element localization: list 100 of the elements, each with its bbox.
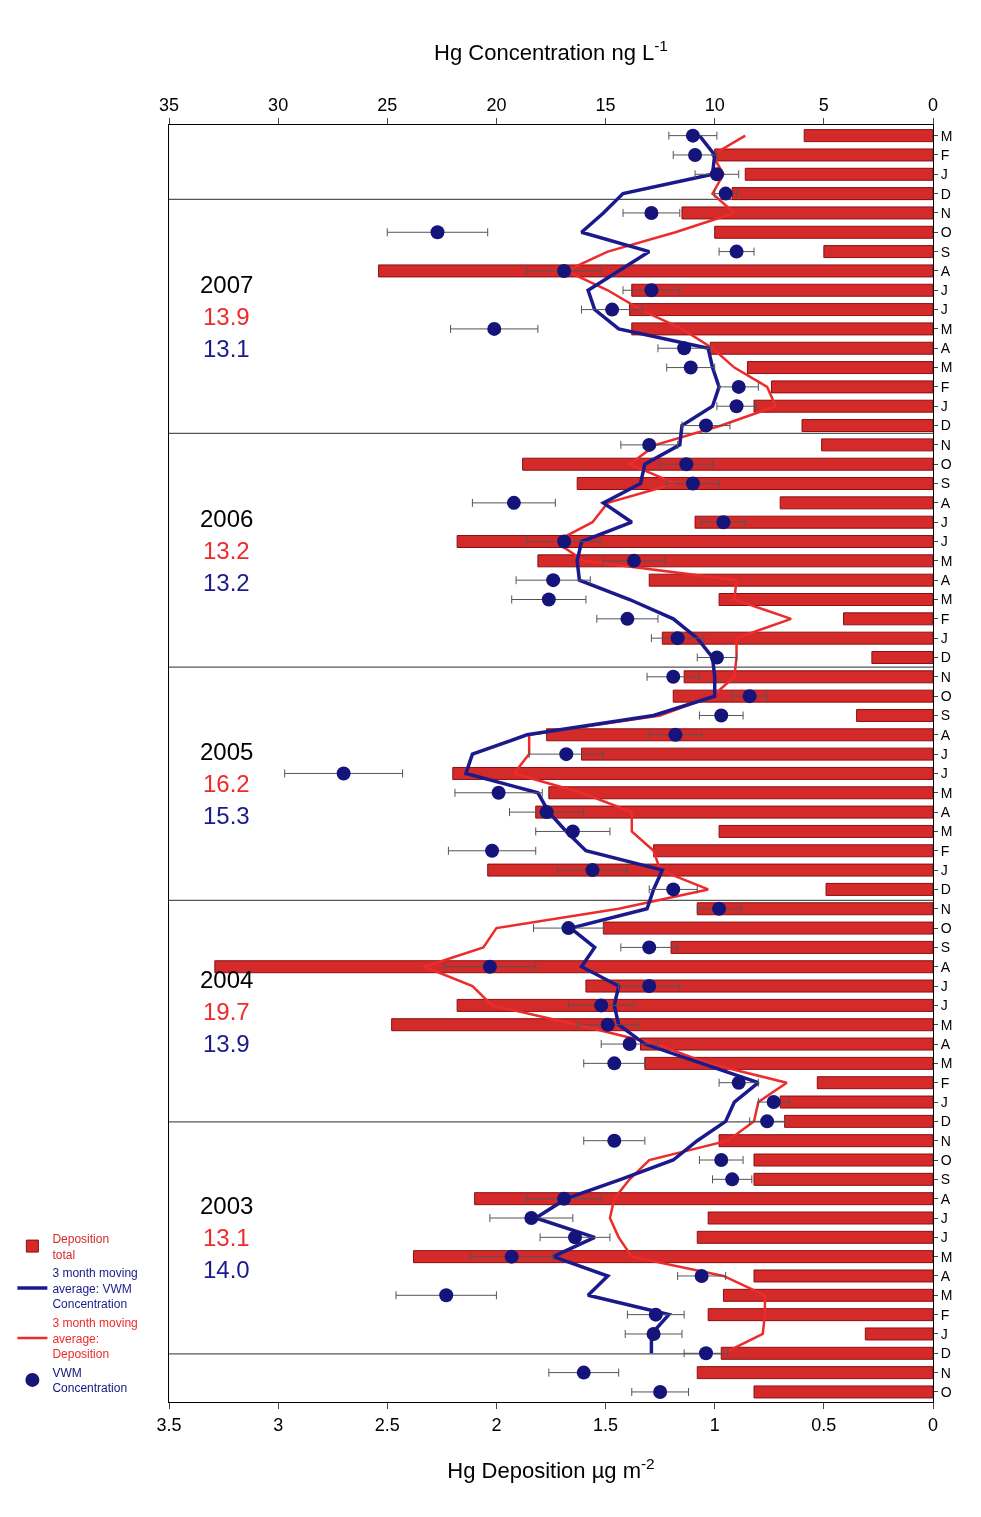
y-tick-label: M xyxy=(940,823,953,840)
y-tick-label: D xyxy=(940,185,951,202)
bar xyxy=(696,902,933,916)
y-tick-label: F xyxy=(940,1306,950,1323)
x2-tick-label: 15 xyxy=(595,94,616,115)
y-tick-label: A xyxy=(940,1190,951,1207)
bar xyxy=(546,728,933,742)
x-tick-label: 3 xyxy=(273,1414,284,1435)
bar xyxy=(412,1250,933,1264)
bar xyxy=(474,1192,933,1206)
bar xyxy=(803,129,933,143)
annotation: 13.1 xyxy=(203,1224,250,1251)
y-tick-label: S xyxy=(940,1171,951,1188)
y-tick-label: M xyxy=(940,1287,953,1304)
y-tick-label: O xyxy=(940,1151,952,1168)
bar xyxy=(548,786,933,800)
bar xyxy=(378,264,933,278)
bar xyxy=(661,631,933,645)
x2-tick-label: 25 xyxy=(377,94,398,115)
legend-label: 3 month moving average: Deposition xyxy=(52,1315,138,1362)
bar xyxy=(391,1018,933,1032)
y-tick-label: F xyxy=(940,146,950,163)
y-tick-label: J xyxy=(940,746,948,763)
bar xyxy=(537,554,933,568)
bar xyxy=(843,612,933,626)
bar xyxy=(722,1288,933,1302)
bar xyxy=(696,1230,933,1244)
bar xyxy=(784,1114,933,1128)
x-tick-label: 0 xyxy=(927,1414,939,1435)
bar xyxy=(718,824,933,838)
bar xyxy=(753,399,933,413)
y-tick-label: F xyxy=(940,610,950,627)
y-tick-label: M xyxy=(940,359,953,376)
bar xyxy=(753,1385,933,1399)
y-tick-label: S xyxy=(940,475,951,492)
y-tick-label: N xyxy=(940,668,951,685)
y-tick-label: M xyxy=(940,127,953,144)
y-tick-label: D xyxy=(940,1113,951,1130)
x2-tick-label: 10 xyxy=(704,94,725,115)
y-tick-label: J xyxy=(940,765,948,782)
bar xyxy=(653,844,933,858)
y-tick-label: J xyxy=(940,514,948,531)
x-tick-label: 0.5 xyxy=(811,1414,837,1435)
annotation: 13.2 xyxy=(203,537,250,564)
bar xyxy=(779,496,933,510)
y-tick-label: A xyxy=(940,262,951,279)
bar xyxy=(576,477,933,491)
y-tick-label: A xyxy=(940,572,951,589)
y-tick-label: N xyxy=(940,1132,951,1149)
y-tick-label: O xyxy=(940,456,952,473)
y-tick-label: M xyxy=(940,320,953,337)
bar xyxy=(456,998,933,1012)
annotation: 2006 xyxy=(200,505,254,532)
bar xyxy=(720,1346,933,1360)
x-tick-label: 2.5 xyxy=(374,1414,400,1435)
x2-tick-label: 5 xyxy=(818,94,829,115)
y-tick-label: A xyxy=(940,1035,951,1052)
y-tick-label: J xyxy=(940,977,948,994)
bar xyxy=(753,1172,933,1186)
y-tick-label: D xyxy=(940,649,951,666)
bar xyxy=(821,438,933,452)
bar xyxy=(644,1056,933,1070)
bar xyxy=(581,747,933,761)
bar xyxy=(648,573,933,587)
annotation: 2007 xyxy=(200,271,254,298)
bar xyxy=(522,457,933,471)
bar xyxy=(631,322,933,336)
bar xyxy=(535,805,933,819)
x-axis-title: Hg Deposition µg m$^{-2}$ xyxy=(447,1454,655,1483)
y-tick-label: J xyxy=(940,1093,948,1110)
y-tick-label: J xyxy=(940,398,948,415)
x2-tick-label: 30 xyxy=(268,94,289,115)
y-tick-label: O xyxy=(940,919,952,936)
annotation: 16.2 xyxy=(203,770,250,797)
bar xyxy=(753,1269,933,1283)
y-tick-label: M xyxy=(940,1055,953,1072)
y-tick-label: O xyxy=(940,688,952,705)
x-tick-label: 1.5 xyxy=(593,1414,619,1435)
bar xyxy=(825,882,933,896)
y-tick-label: A xyxy=(940,1267,951,1284)
y-tick-label: M xyxy=(940,784,953,801)
bar xyxy=(670,940,933,954)
x2-tick-label: 0 xyxy=(927,94,939,115)
bar xyxy=(487,863,933,877)
bar xyxy=(714,148,933,162)
y-tick-label: M xyxy=(940,552,953,569)
bar xyxy=(629,303,933,317)
legend-label: Deposition total xyxy=(52,1231,110,1262)
bar xyxy=(714,225,933,239)
annotation: 2005 xyxy=(200,738,254,765)
bar xyxy=(744,167,933,181)
bar xyxy=(694,515,933,529)
y-tick-label: D xyxy=(940,881,951,898)
bar xyxy=(823,245,933,259)
y-tick-label: J xyxy=(940,1209,948,1226)
bar xyxy=(456,535,933,549)
y-tick-label: M xyxy=(940,1016,953,1033)
y-tick-label: F xyxy=(940,842,950,859)
y-tick-label: S xyxy=(940,707,951,724)
y-tick-label: J xyxy=(940,861,948,878)
